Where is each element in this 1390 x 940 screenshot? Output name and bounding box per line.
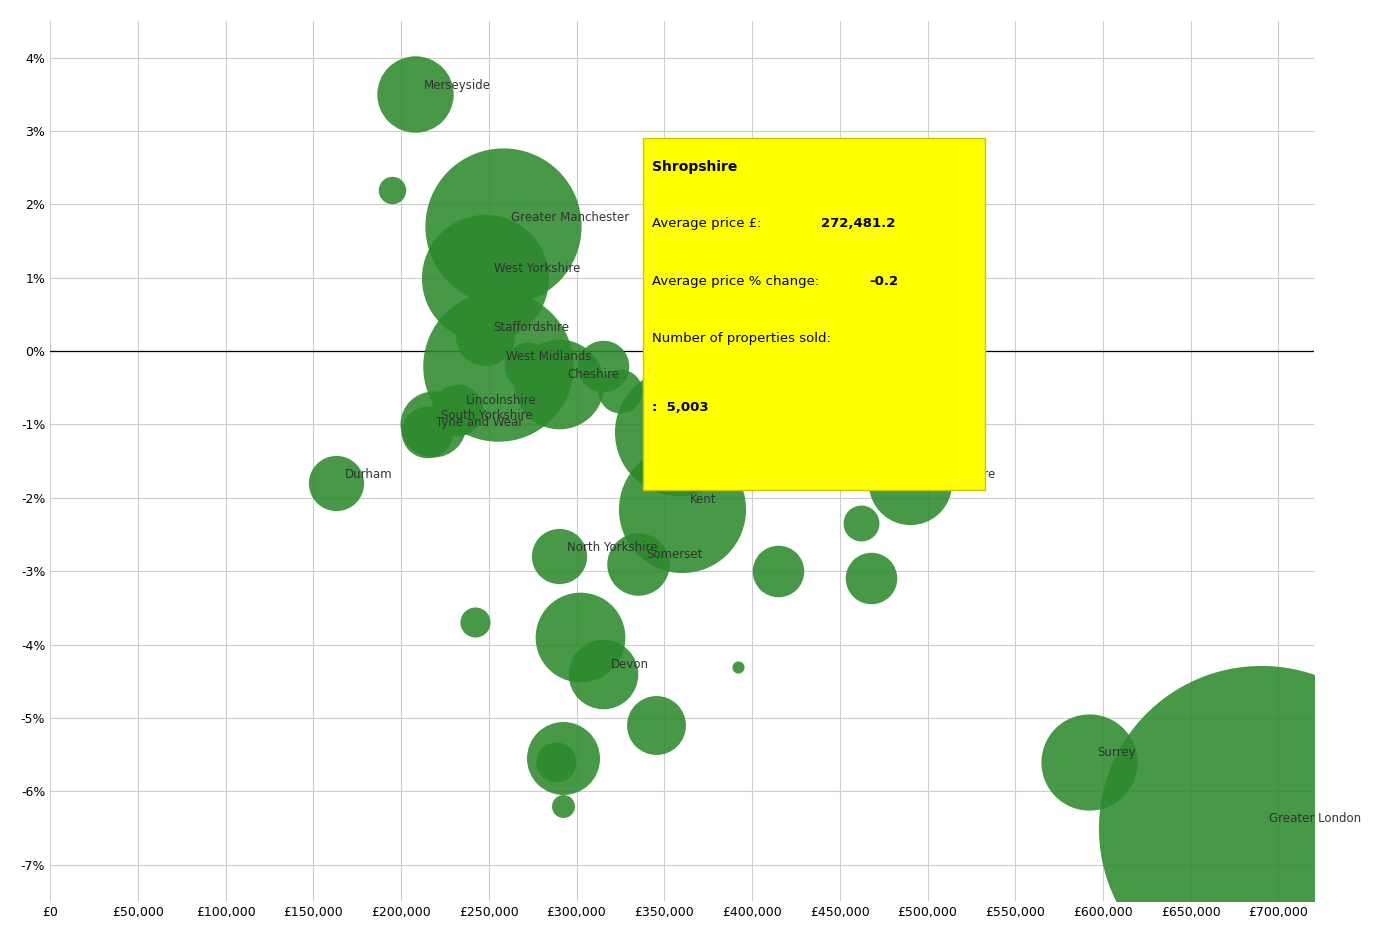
Point (569, 630, 591, 645)
Point (492, 219, 514, 234)
Text: Staffordshire: Staffordshire (493, 321, 570, 334)
Point (517, 358, 539, 373)
Point (741, 343, 763, 358)
Text: Surrey: Surrey (1097, 746, 1136, 760)
Text: Average price £:: Average price £: (652, 217, 766, 230)
Point (609, 384, 631, 399)
Text: 272,481.2: 272,481.2 (820, 217, 895, 230)
Text: West Yorkshire: West Yorkshire (493, 262, 580, 275)
Point (325, 476, 348, 491)
Text: Essex: Essex (760, 336, 794, 349)
Point (548, 377, 570, 392)
Text: Durham: Durham (345, 467, 392, 480)
Point (727, 431, 749, 446)
Text: Tyne and Wear: Tyne and Wear (436, 416, 523, 430)
Point (860, 571, 883, 586)
Text: Cheshire: Cheshire (567, 368, 620, 382)
Text: Greater London: Greater London (1269, 812, 1361, 825)
Text: Greater Manchester: Greater Manchester (512, 211, 630, 224)
Point (592, 358, 614, 373)
Text: Somerset: Somerset (646, 548, 703, 561)
Point (474, 270, 496, 285)
Text: Hertfordshire: Hertfordshire (919, 467, 997, 480)
Point (767, 564, 790, 579)
Text: Kent: Kent (691, 494, 717, 507)
Text: West Midlands: West Midlands (506, 350, 592, 363)
Point (849, 516, 872, 531)
Text: Number of properties sold:: Number of properties sold: (652, 332, 831, 345)
Point (899, 476, 922, 491)
Text: Hampshire: Hampshire (687, 416, 751, 430)
Point (464, 615, 486, 630)
Point (552, 751, 574, 766)
Point (381, 182, 403, 197)
Point (667, 424, 689, 439)
Text: Devon: Devon (612, 658, 649, 671)
Point (1250, 821, 1272, 836)
Point (592, 666, 614, 681)
Point (446, 402, 468, 417)
Point (486, 358, 509, 373)
Text: :  5,003: : 5,003 (652, 400, 709, 414)
Point (552, 798, 574, 813)
Point (417, 424, 439, 439)
Text: North Yorkshire: North Yorkshire (567, 540, 657, 554)
Point (727, 659, 749, 674)
Text: South Yorkshire: South Yorkshire (441, 409, 532, 422)
Text: Merseyside: Merseyside (424, 79, 491, 92)
Point (645, 718, 667, 733)
Point (548, 549, 570, 564)
Text: Shropshire: Shropshire (652, 160, 738, 174)
Text: Lincolnshire: Lincolnshire (466, 394, 537, 407)
Text: Average price % change:: Average price % change: (652, 274, 823, 288)
Point (421, 416, 443, 431)
Bar (644, 138, 986, 491)
Point (1077, 755, 1099, 770)
Point (404, 86, 427, 102)
Text: -0.2: -0.2 (870, 274, 899, 288)
Point (545, 755, 567, 770)
Point (627, 556, 649, 572)
Point (671, 501, 694, 516)
Point (474, 329, 496, 344)
